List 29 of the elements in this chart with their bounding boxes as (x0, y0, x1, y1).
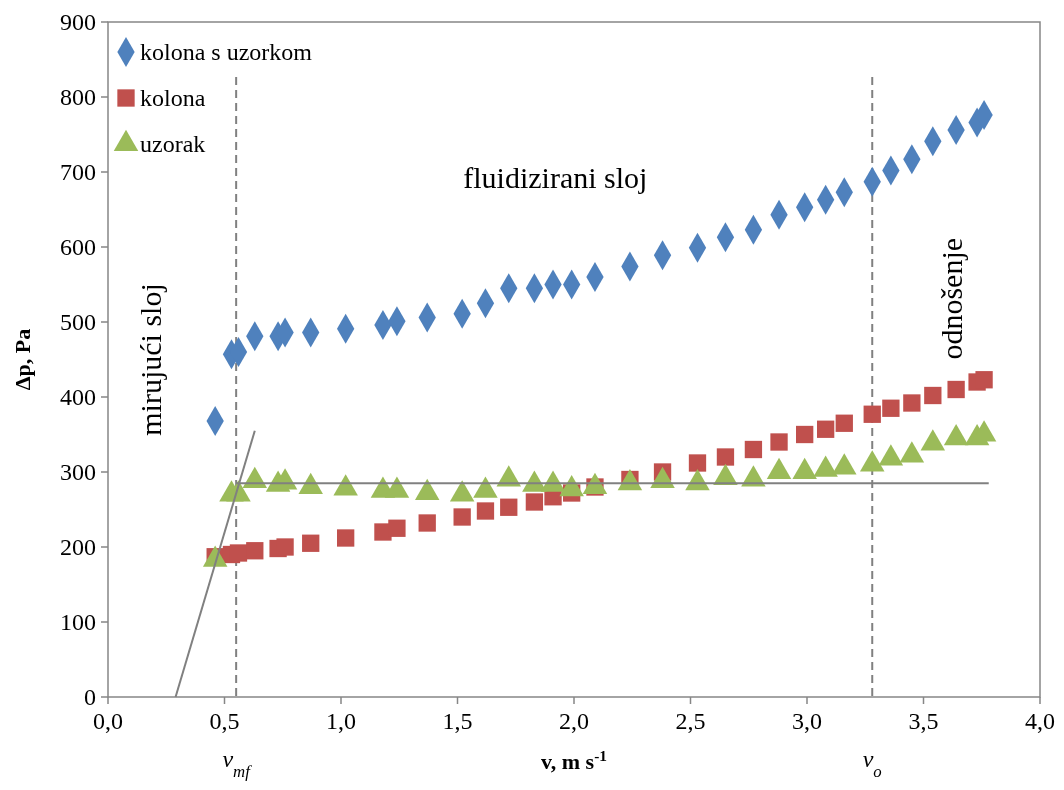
x-tick-label: 2,0 (559, 708, 589, 734)
x-tick-label: 3,5 (908, 708, 939, 734)
x-tick-label: 1,0 (326, 708, 356, 734)
y-tick-label: 200 (60, 534, 96, 561)
y-tick-label: 300 (60, 459, 96, 486)
y-tick-label: 100 (60, 609, 96, 636)
annotation: odnošenje (934, 237, 968, 360)
y-tick-label: 700 (60, 159, 96, 186)
x-tick-label: 0,5 (209, 708, 240, 734)
annotation: mirujući sloj (134, 283, 168, 436)
legend-label: kolona (140, 85, 206, 112)
annotation: fluidizirani sloj (463, 160, 648, 194)
y-tick-label: 0 (84, 684, 96, 711)
x-tick-label: 1,5 (442, 708, 473, 734)
x-tick-label: 2,5 (675, 708, 706, 734)
y-tick-label: 500 (60, 309, 96, 336)
x-axis-title: v, m s$^{-1}$ (540, 746, 608, 774)
legend-label: kolona s uzorkom (140, 39, 313, 66)
y-tick-label: 800 (60, 84, 96, 111)
ref-line-label: v$_{mf}$ (222, 746, 253, 781)
y-tick-label: 400 (60, 384, 96, 411)
y-tick-label: 900 (60, 9, 96, 36)
x-tick-label: 0,0 (93, 708, 123, 734)
x-tick-label: 4,0 (1025, 708, 1055, 734)
x-tick-label: 3,0 (792, 708, 822, 734)
legend-label: uzorak (140, 131, 206, 158)
ref-line-label: v$_{o}$ (862, 746, 882, 781)
y-axis-title: Δp, Pa (10, 328, 35, 391)
y-tick-label: 600 (60, 234, 96, 261)
